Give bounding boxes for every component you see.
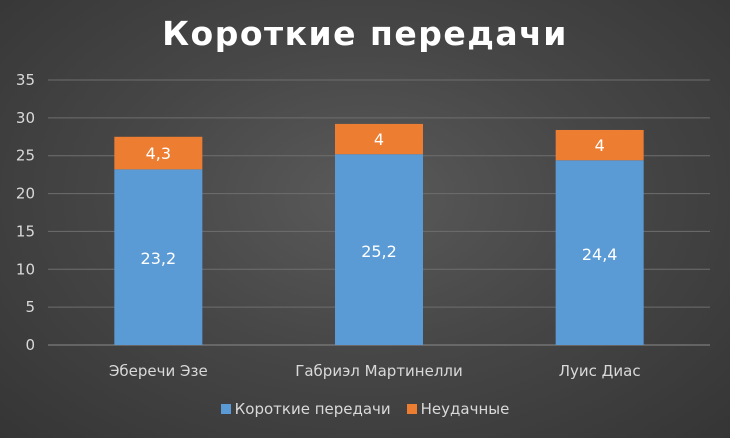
legend-label-short-passes: Короткие передачи [234,400,391,418]
y-tick-label-5: 5 [25,298,35,316]
y-tick-label-25: 25 [16,147,35,165]
data-label-failed-0: 4,3 [146,144,171,163]
bar-failed-0 [114,136,203,170]
data-label-short-passes-1: 25,2 [361,242,397,261]
legend-label-failed: Неудачные [420,400,510,418]
legend-swatch-short-passes [220,404,231,414]
bar-failed-1 [335,123,423,155]
y-tick-label-15: 15 [16,222,35,240]
bar-short-passes-1 [335,154,423,345]
y-tick-label-10: 10 [16,260,35,278]
x-category-label-2: Луис Диас [559,362,641,380]
chart-plot: 0 5 10 15 20 25 30 35 23,2 4,3 Эберечи Эзе 25,2 4 Габ… [16,71,710,380]
legend-item-failed: Неудачные [406,400,510,418]
chart-legend: Короткие передачи Неудачные [0,400,730,418]
data-label-failed-1: 4 [374,130,384,149]
bar-failed-2 [555,129,644,161]
y-tick-label-35: 35 [16,71,35,89]
bar-short-passes-2 [555,160,644,345]
y-tick-label-20: 20 [16,185,35,203]
bar-short-passes-0 [114,169,203,345]
data-label-short-passes-0: 23,2 [141,249,177,268]
y-tick-label-30: 30 [16,109,35,127]
legend-item-short-passes: Короткие передачи [220,400,391,418]
data-label-failed-2: 4 [595,136,605,155]
data-label-short-passes-2: 24,4 [582,245,618,264]
legend-swatch-failed [406,404,417,414]
x-category-label-0: Эберечи Эзе [109,362,208,380]
chart-title: Короткие передачи [162,14,568,53]
y-tick-label-0: 0 [25,336,35,354]
x-category-label-1: Габриэл Мартинелли [295,362,463,380]
